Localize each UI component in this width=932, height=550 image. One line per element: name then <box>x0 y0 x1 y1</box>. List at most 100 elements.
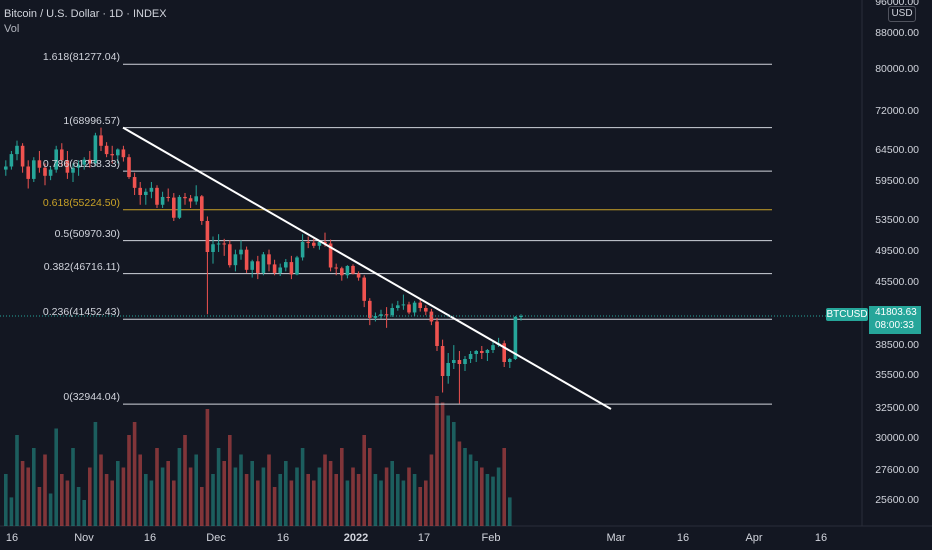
candle-body <box>48 169 53 176</box>
volume-bar <box>110 480 114 526</box>
candle-body <box>76 164 81 168</box>
price-axis-label: 38500.00 <box>875 339 919 351</box>
currency-badge[interactable]: USD <box>888 6 916 22</box>
volume-label: Vol <box>4 23 20 35</box>
time-axis-label: Nov <box>74 532 94 544</box>
candle-body <box>452 360 456 363</box>
candle <box>452 345 456 369</box>
candle <box>121 145 126 162</box>
candle <box>340 266 344 281</box>
candle-body <box>390 308 394 316</box>
volume-bar <box>26 467 30 526</box>
fib-retracement[interactable] <box>123 63 772 405</box>
candle-body <box>166 196 170 198</box>
candle-body <box>261 254 266 273</box>
volume-bar <box>272 487 277 526</box>
volume-bar <box>429 454 434 526</box>
candle-body <box>160 196 165 205</box>
candle <box>20 143 25 173</box>
volume-bar <box>407 467 411 526</box>
candle <box>205 216 210 315</box>
candle <box>440 339 445 393</box>
candle-body <box>306 241 310 243</box>
volume-bar <box>121 467 126 526</box>
volume-bar <box>474 461 478 526</box>
fib-level-label: 0.236(41452.43) <box>42 306 120 319</box>
candle <box>519 314 523 321</box>
candle <box>93 132 98 167</box>
candle <box>60 143 64 167</box>
volume-bar <box>222 461 226 526</box>
volume-bar <box>144 474 148 526</box>
candle-body <box>228 244 232 266</box>
candle-body <box>194 196 198 202</box>
candle <box>160 191 165 208</box>
candle-body <box>104 145 109 155</box>
volume-bars <box>4 396 512 526</box>
candle-body <box>144 191 148 195</box>
candle-body <box>177 196 182 218</box>
price-axis-label: 53500.00 <box>875 214 919 226</box>
volume-bar <box>295 467 299 526</box>
volume-bar <box>216 448 221 526</box>
candle <box>396 300 400 311</box>
volume-bar <box>340 448 344 526</box>
candle <box>88 151 92 168</box>
candle <box>390 303 394 317</box>
candle <box>468 351 473 363</box>
time-axis-label: 17 <box>417 532 431 544</box>
candle-body <box>485 350 490 353</box>
candle-body <box>43 167 47 176</box>
candle-body <box>132 177 137 188</box>
candle-body <box>418 302 422 308</box>
candle <box>368 298 372 326</box>
volume-bar <box>463 448 467 526</box>
candle <box>289 255 294 280</box>
candle-body <box>502 343 506 362</box>
volume-bar <box>306 474 310 526</box>
candle <box>99 127 103 151</box>
volume-bar <box>356 474 361 526</box>
volume-bar <box>396 474 400 526</box>
candle-body <box>15 145 19 155</box>
candle-body <box>138 187 142 195</box>
volume-bar <box>446 415 450 526</box>
chart-header[interactable]: Bitcoin / U.S. Dollar · 1D · INDEX <box>4 7 167 21</box>
candle-body <box>356 273 361 278</box>
time-axis-label: Feb <box>481 532 501 544</box>
volume-bar <box>468 454 473 526</box>
candle <box>345 265 350 279</box>
candle-body <box>82 159 86 165</box>
candle <box>272 259 277 276</box>
volume-bar <box>412 474 417 526</box>
candle <box>267 249 271 272</box>
price-axis-label: 88000.00 <box>875 27 919 39</box>
volume-bar <box>43 454 47 526</box>
price-axis-label: 45500.00 <box>875 276 919 288</box>
volume-bar <box>116 461 120 526</box>
candle <box>463 356 467 371</box>
price-axis-label: 96000.00 <box>875 0 919 8</box>
price-axis-label: 27600.00 <box>875 464 919 476</box>
fib-level-label: 0.382(46716.11) <box>43 260 120 273</box>
volume-bar <box>166 461 170 526</box>
volume-bar <box>267 454 271 526</box>
candle <box>110 145 114 164</box>
trendline-segment <box>122 126 612 410</box>
candle <box>328 239 333 272</box>
candle-body <box>429 311 434 322</box>
candle <box>222 238 226 256</box>
fib-level-label: 1.618(81277.04) <box>42 51 120 64</box>
candle <box>278 263 282 277</box>
candle <box>233 249 238 272</box>
candle-body <box>256 261 260 273</box>
trendline[interactable] <box>122 126 612 410</box>
candle <box>356 271 361 281</box>
price-axis-label: 25600.00 <box>875 494 919 506</box>
time-axis-label: Dec <box>206 532 226 544</box>
candle-body <box>440 346 445 376</box>
volume-bar <box>312 480 316 526</box>
symbol-title[interactable]: Bitcoin / U.S. Dollar · 1D · INDEX <box>4 8 167 20</box>
volume-bar <box>401 480 406 526</box>
